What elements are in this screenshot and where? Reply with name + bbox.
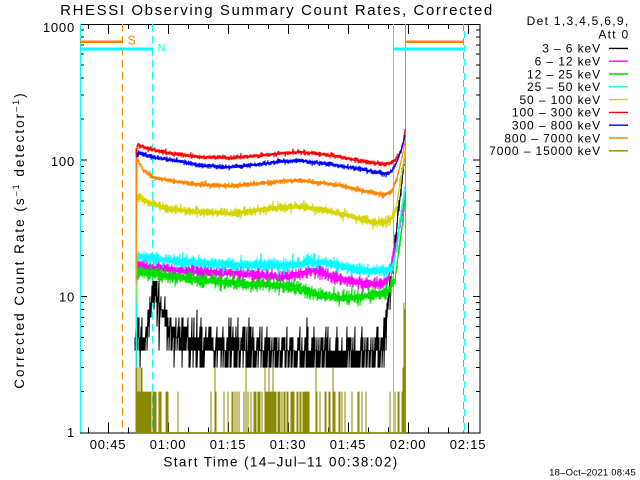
svg-text:6 – 12 keV: 6 – 12 keV bbox=[535, 55, 601, 69]
svg-text:02:15: 02:15 bbox=[450, 437, 487, 452]
svg-text:01:45: 01:45 bbox=[330, 437, 367, 452]
svg-text:Corrected Count Rate (s–1 dete: Corrected Count Rate (s–1 detector–1) bbox=[11, 91, 27, 388]
svg-text:Start Time (14–Jul–11 00:38:02: Start Time (14–Jul–11 00:38:02) bbox=[163, 454, 398, 469]
svg-text:25 – 50 keV: 25 – 50 keV bbox=[527, 80, 601, 94]
svg-text:800 – 7000 keV: 800 – 7000 keV bbox=[504, 131, 601, 145]
svg-text:01:15: 01:15 bbox=[210, 437, 247, 452]
svg-text:01:30: 01:30 bbox=[270, 437, 307, 452]
svg-text:18–Oct–2021 08:45: 18–Oct–2021 08:45 bbox=[549, 468, 636, 479]
svg-text:02:00: 02:00 bbox=[390, 437, 427, 452]
svg-text:01:00: 01:00 bbox=[150, 437, 187, 452]
svg-text:10: 10 bbox=[59, 289, 75, 304]
svg-text:RHESSI Observing Summary Count: RHESSI Observing Summary Count Rates, Co… bbox=[60, 2, 494, 19]
svg-text:12 – 25 keV: 12 – 25 keV bbox=[527, 67, 601, 81]
svg-text:1000: 1000 bbox=[43, 20, 75, 35]
svg-text:Att 0: Att 0 bbox=[598, 28, 629, 42]
svg-text:S: S bbox=[128, 34, 136, 48]
svg-text:100 – 300 keV: 100 – 300 keV bbox=[512, 106, 601, 120]
svg-text:1: 1 bbox=[67, 425, 75, 440]
svg-text:N: N bbox=[158, 43, 166, 55]
svg-text:100: 100 bbox=[51, 154, 75, 169]
svg-text:300 – 800 keV: 300 – 800 keV bbox=[512, 119, 601, 133]
svg-text:50 – 100 keV: 50 – 100 keV bbox=[519, 93, 601, 107]
svg-text:3 – 6 keV: 3 – 6 keV bbox=[542, 42, 601, 56]
svg-text:7000 – 15000 keV: 7000 – 15000 keV bbox=[489, 144, 601, 158]
svg-text:Det 1,3,4,5,6,9,: Det 1,3,4,5,6,9, bbox=[527, 14, 630, 28]
svg-text:00:45: 00:45 bbox=[90, 437, 127, 452]
